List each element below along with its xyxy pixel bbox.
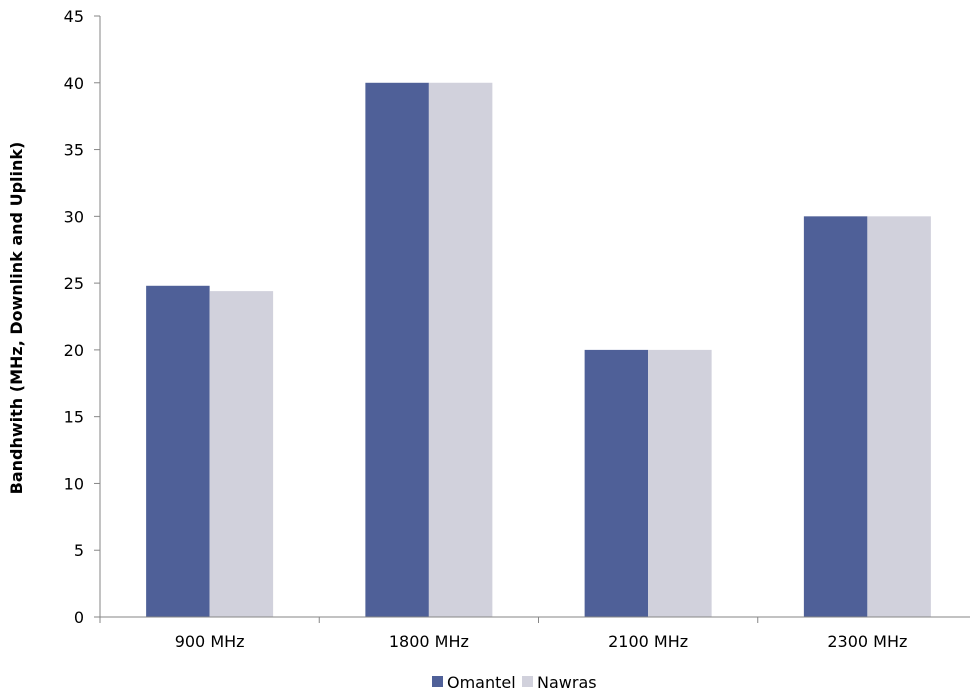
bar-omantel — [803, 216, 868, 618]
bar-nawras — [209, 291, 274, 617]
y-tick-label: 15 — [64, 408, 84, 427]
x-tick-label: 900 MHz — [175, 632, 245, 651]
y-axis-ticks: 0 5 10 15 20 25 30 35 40 45 — [64, 7, 100, 627]
axes — [99, 16, 970, 618]
y-tick-label: 0 — [74, 608, 84, 627]
bar-nawras — [428, 82, 493, 618]
x-tick-label: 1800 MHz — [389, 632, 469, 651]
bar-nawras — [867, 216, 931, 618]
y-axis-title-group: Bandhwith (MHz, Downlink and Uplink) — [7, 142, 26, 495]
legend-label-omantel: Omantel — [447, 673, 516, 692]
y-tick-label: 20 — [64, 341, 84, 360]
x-axis-ticks: 900 MHz 1800 MHz 2100 MHz 2300 MHz — [99, 617, 907, 651]
bar-omantel — [146, 285, 210, 617]
bar-series-group — [146, 82, 931, 618]
y-tick-label: 25 — [64, 274, 84, 293]
y-tick-label: 5 — [74, 541, 84, 560]
bar-omantel — [584, 349, 649, 617]
legend: Omantel Nawras — [432, 673, 597, 692]
y-tick-label: 45 — [64, 7, 84, 26]
bar-omantel — [365, 82, 429, 618]
x-tick-label: 2100 MHz — [608, 632, 688, 651]
y-tick-label: 30 — [64, 207, 84, 226]
legend-label-nawras: Nawras — [537, 673, 597, 692]
y-tick-label: 10 — [64, 474, 84, 493]
x-tick-label: 2300 MHz — [827, 632, 907, 651]
y-axis-title: Bandhwith (MHz, Downlink and Uplink) — [7, 142, 26, 495]
bar-nawras — [648, 349, 712, 617]
legend-swatch-omantel — [432, 676, 443, 687]
y-tick-label: 40 — [64, 74, 84, 93]
y-tick-label: 35 — [64, 141, 84, 160]
legend-swatch-nawras — [522, 676, 533, 687]
